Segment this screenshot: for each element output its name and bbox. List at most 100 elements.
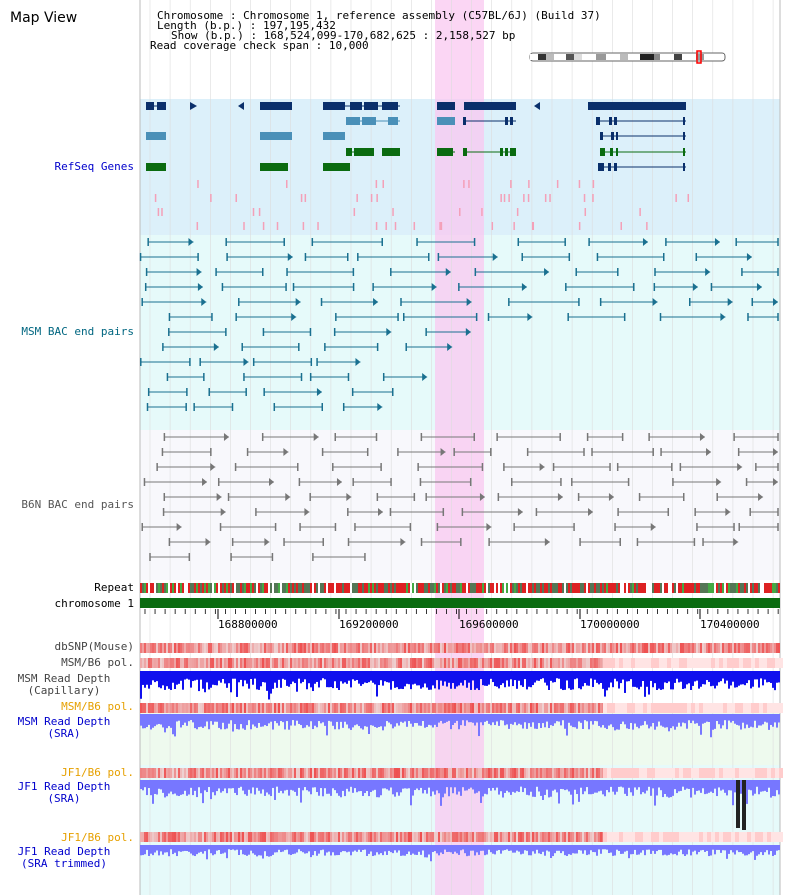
gene-exon (437, 148, 453, 156)
heat-cell (462, 703, 464, 713)
depth-bar (690, 671, 692, 690)
track-label-jf1-depth-trimmed[interactable]: JF1 Read Depth (SRA trimmed) (0, 846, 134, 870)
depth-bar (578, 714, 580, 722)
depth-bar (712, 845, 714, 850)
depth-bar (604, 714, 606, 728)
heat-cell (336, 658, 338, 668)
repeat-segment (450, 583, 452, 593)
track-label-jf1-depth-sra[interactable]: JF1 Read Depth (SRA) (0, 781, 134, 805)
heat-cell (364, 832, 366, 842)
depth-bar (534, 780, 536, 797)
heat-cell (659, 703, 663, 713)
bac-pair-arrow (539, 463, 545, 471)
repeat-segment (504, 583, 506, 593)
heat-cell (627, 703, 631, 713)
heat-cell (628, 643, 630, 653)
heat-cell (344, 658, 346, 668)
depth-bar (512, 714, 514, 725)
depth-bar (658, 845, 660, 850)
depth-bar (184, 780, 186, 791)
depth-bar (440, 714, 442, 721)
depth-bar (336, 671, 338, 688)
track-label-jf1-pol[interactable]: JF1/B6 pol. (61, 766, 134, 779)
track-label-msm-pol[interactable]: MSM/B6 pol. (61, 656, 134, 669)
track-label-jf1-depth-sra-line2: (SRA) (47, 792, 81, 805)
track-label-msm-depth-cap[interactable]: MSM Read Depth (Capillary) (0, 673, 134, 697)
heat-cell (280, 658, 282, 668)
repeat-segment (294, 583, 296, 593)
heat-cell (456, 703, 458, 713)
bac-pair-arrow (517, 508, 523, 516)
heat-cell (536, 658, 538, 668)
track-label-b6n-bac[interactable]: B6N BAC end pairs (21, 498, 134, 511)
track-label-msm-bac[interactable]: MSM BAC end pairs (21, 325, 134, 338)
bac-pair-arrow (431, 283, 437, 291)
heat-cell (518, 768, 520, 778)
heat-cell (674, 643, 676, 653)
depth-bar (726, 671, 728, 681)
show-info: Show (b.p.) : 168,524,099-170,682,625 : … (171, 29, 516, 42)
track-label-chromosome[interactable]: chromosome 1 (54, 597, 134, 610)
repeat-segment (688, 583, 690, 593)
heat-cell (184, 643, 186, 653)
heat-cell (476, 703, 478, 713)
ideogram-band (566, 54, 574, 60)
depth-bar (162, 780, 164, 793)
depth-bar (440, 845, 442, 853)
heat-cell (603, 658, 607, 668)
heat-cell (699, 832, 703, 842)
depth-bar (394, 780, 396, 797)
heat-cell (454, 768, 456, 778)
depth-bar (224, 671, 226, 684)
heat-cell (655, 832, 659, 842)
depth-bar (372, 845, 374, 857)
heat-cell (530, 832, 532, 842)
depth-bar (626, 671, 628, 682)
depth-bar (674, 671, 676, 683)
heat-cell (292, 768, 294, 778)
depth-bar (172, 845, 174, 855)
depth-bar (642, 714, 644, 726)
gene-exon (323, 132, 345, 140)
track-label-repeat[interactable]: Repeat (94, 581, 134, 594)
track-label-msm-pol-sra[interactable]: MSM/B6 pol. (61, 700, 134, 713)
depth-bar (686, 780, 688, 789)
heat-cell (558, 643, 560, 653)
heat-cell (556, 658, 558, 668)
depth-bar (338, 714, 340, 730)
depth-bar (192, 780, 194, 796)
heat-cell (342, 832, 344, 842)
heat-cell (196, 658, 198, 668)
depth-bar (192, 671, 194, 682)
depth-bar (422, 780, 424, 794)
depth-bar (240, 780, 242, 787)
gene-exon (683, 132, 685, 140)
track-label-msm-depth-sra[interactable]: MSM Read Depth (SRA) (0, 716, 134, 740)
gene-exon (350, 102, 362, 110)
track-label-dbsnp[interactable]: dbSNP(Mouse) (54, 640, 134, 653)
repeat-segment (434, 583, 436, 593)
heat-cell (400, 768, 402, 778)
depth-bar (326, 845, 328, 853)
heat-cell (480, 703, 482, 713)
heat-cell (496, 658, 498, 668)
depth-bar (174, 671, 176, 689)
depth-bar (750, 671, 752, 689)
heat-cell (236, 703, 238, 713)
depth-bar (746, 714, 748, 725)
bac-pair-arrow (188, 238, 194, 246)
track-label-refseq[interactable]: RefSeq Genes (54, 160, 134, 173)
heat-cell (272, 658, 274, 668)
depth-bar (244, 714, 246, 730)
heat-cell (454, 658, 456, 668)
heat-cell (779, 703, 783, 713)
gene-exon (510, 148, 516, 156)
track-label-jf1-pol-2[interactable]: JF1/B6 pol. (61, 831, 134, 844)
heat-cell (532, 832, 534, 842)
heat-cell (258, 832, 260, 842)
heat-cell (212, 658, 214, 668)
heat-cell (206, 768, 208, 778)
heat-cell (204, 658, 206, 668)
